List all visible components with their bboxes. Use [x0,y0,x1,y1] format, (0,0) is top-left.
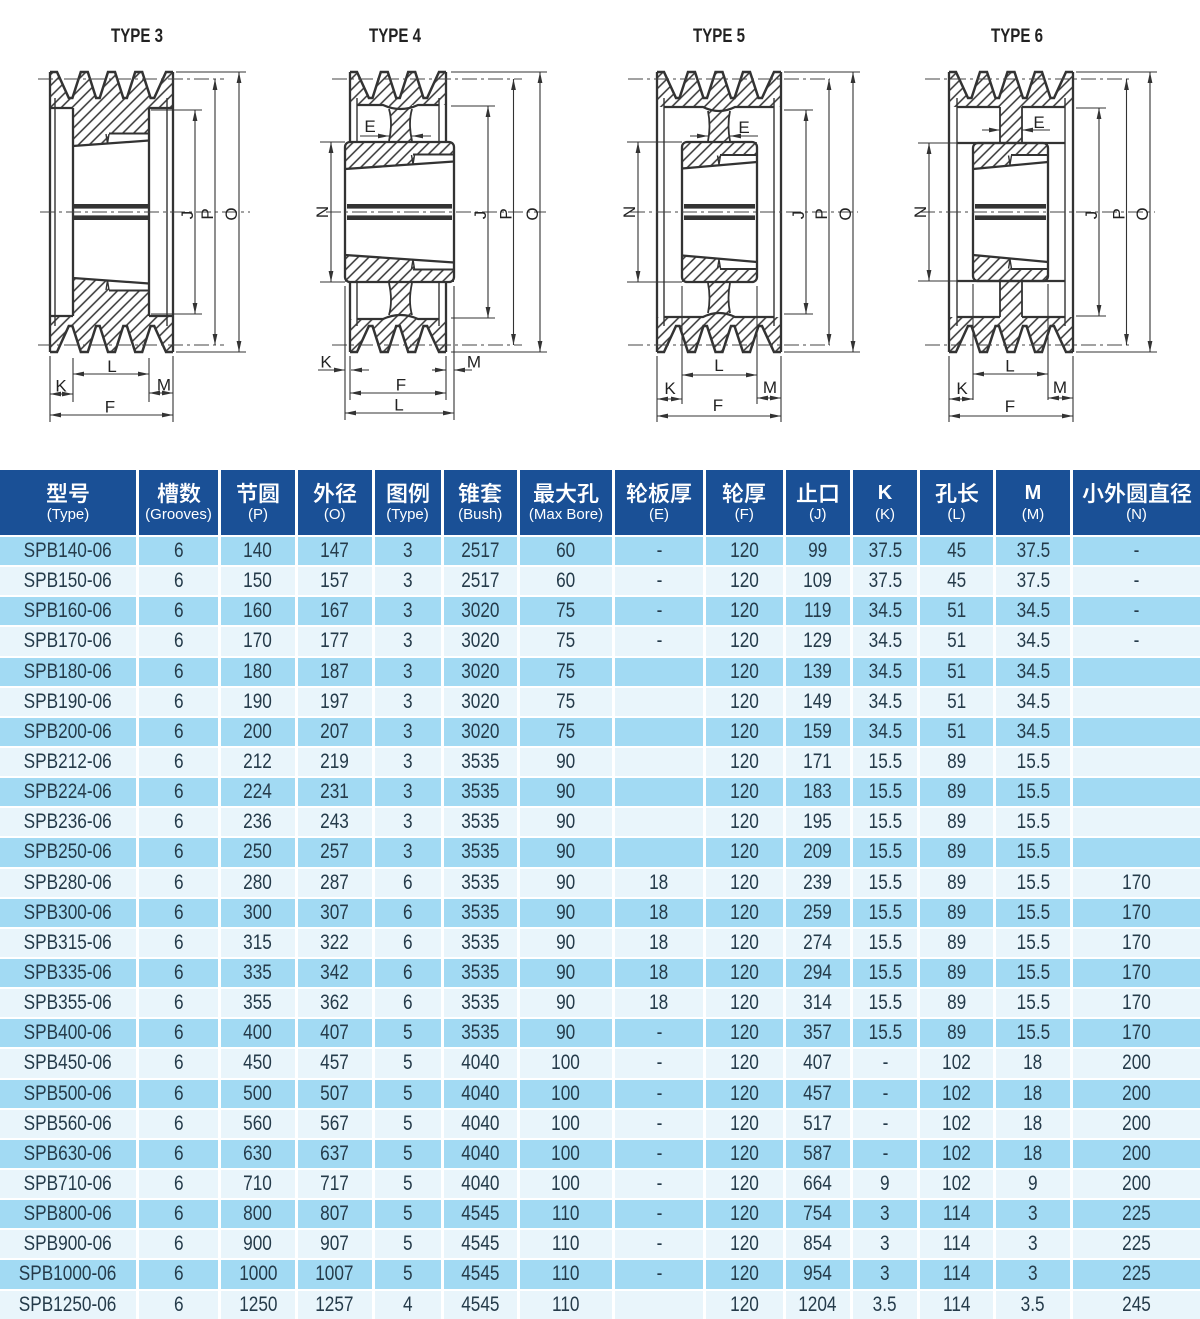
svg-text:K: K [320,353,332,372]
svg-text:K: K [664,379,676,398]
svg-text:P: P [812,208,831,219]
svg-text:P: P [497,208,516,219]
svg-text:J: J [471,211,490,220]
svg-text:TYPE 3: TYPE 3 [111,26,163,47]
svg-text:J: J [178,211,197,220]
svg-text:J: J [789,211,808,220]
svg-text:K: K [956,379,968,398]
svg-text:F: F [105,398,115,417]
svg-text:E: E [738,118,749,137]
svg-text:E: E [1033,113,1044,132]
svg-text:M: M [763,378,777,397]
svg-text:N: N [911,206,930,218]
svg-text:P: P [1110,208,1129,219]
svg-text:L: L [1005,357,1014,376]
svg-text:E: E [364,117,375,136]
svg-text:P: P [198,208,217,219]
svg-text:M: M [157,376,171,395]
svg-text:L: L [394,396,403,415]
svg-text:L: L [714,356,723,375]
svg-text:F: F [1005,397,1015,416]
svg-text:J: J [1082,211,1101,220]
svg-text:TYPE 5: TYPE 5 [693,26,745,47]
svg-text:N: N [620,206,639,218]
svg-text:L: L [107,357,116,376]
svg-text:N: N [313,206,332,218]
svg-text:TYPE 4: TYPE 4 [369,26,421,47]
svg-text:K: K [55,377,67,396]
svg-text:O: O [836,207,855,220]
svg-text:M: M [467,353,481,372]
svg-text:O: O [1133,207,1152,220]
svg-text:F: F [396,376,406,395]
svg-text:F: F [713,396,723,415]
svg-text:O: O [222,207,241,220]
svg-text:M: M [1053,378,1067,397]
svg-text:TYPE 6: TYPE 6 [991,26,1043,47]
svg-text:O: O [523,207,542,220]
